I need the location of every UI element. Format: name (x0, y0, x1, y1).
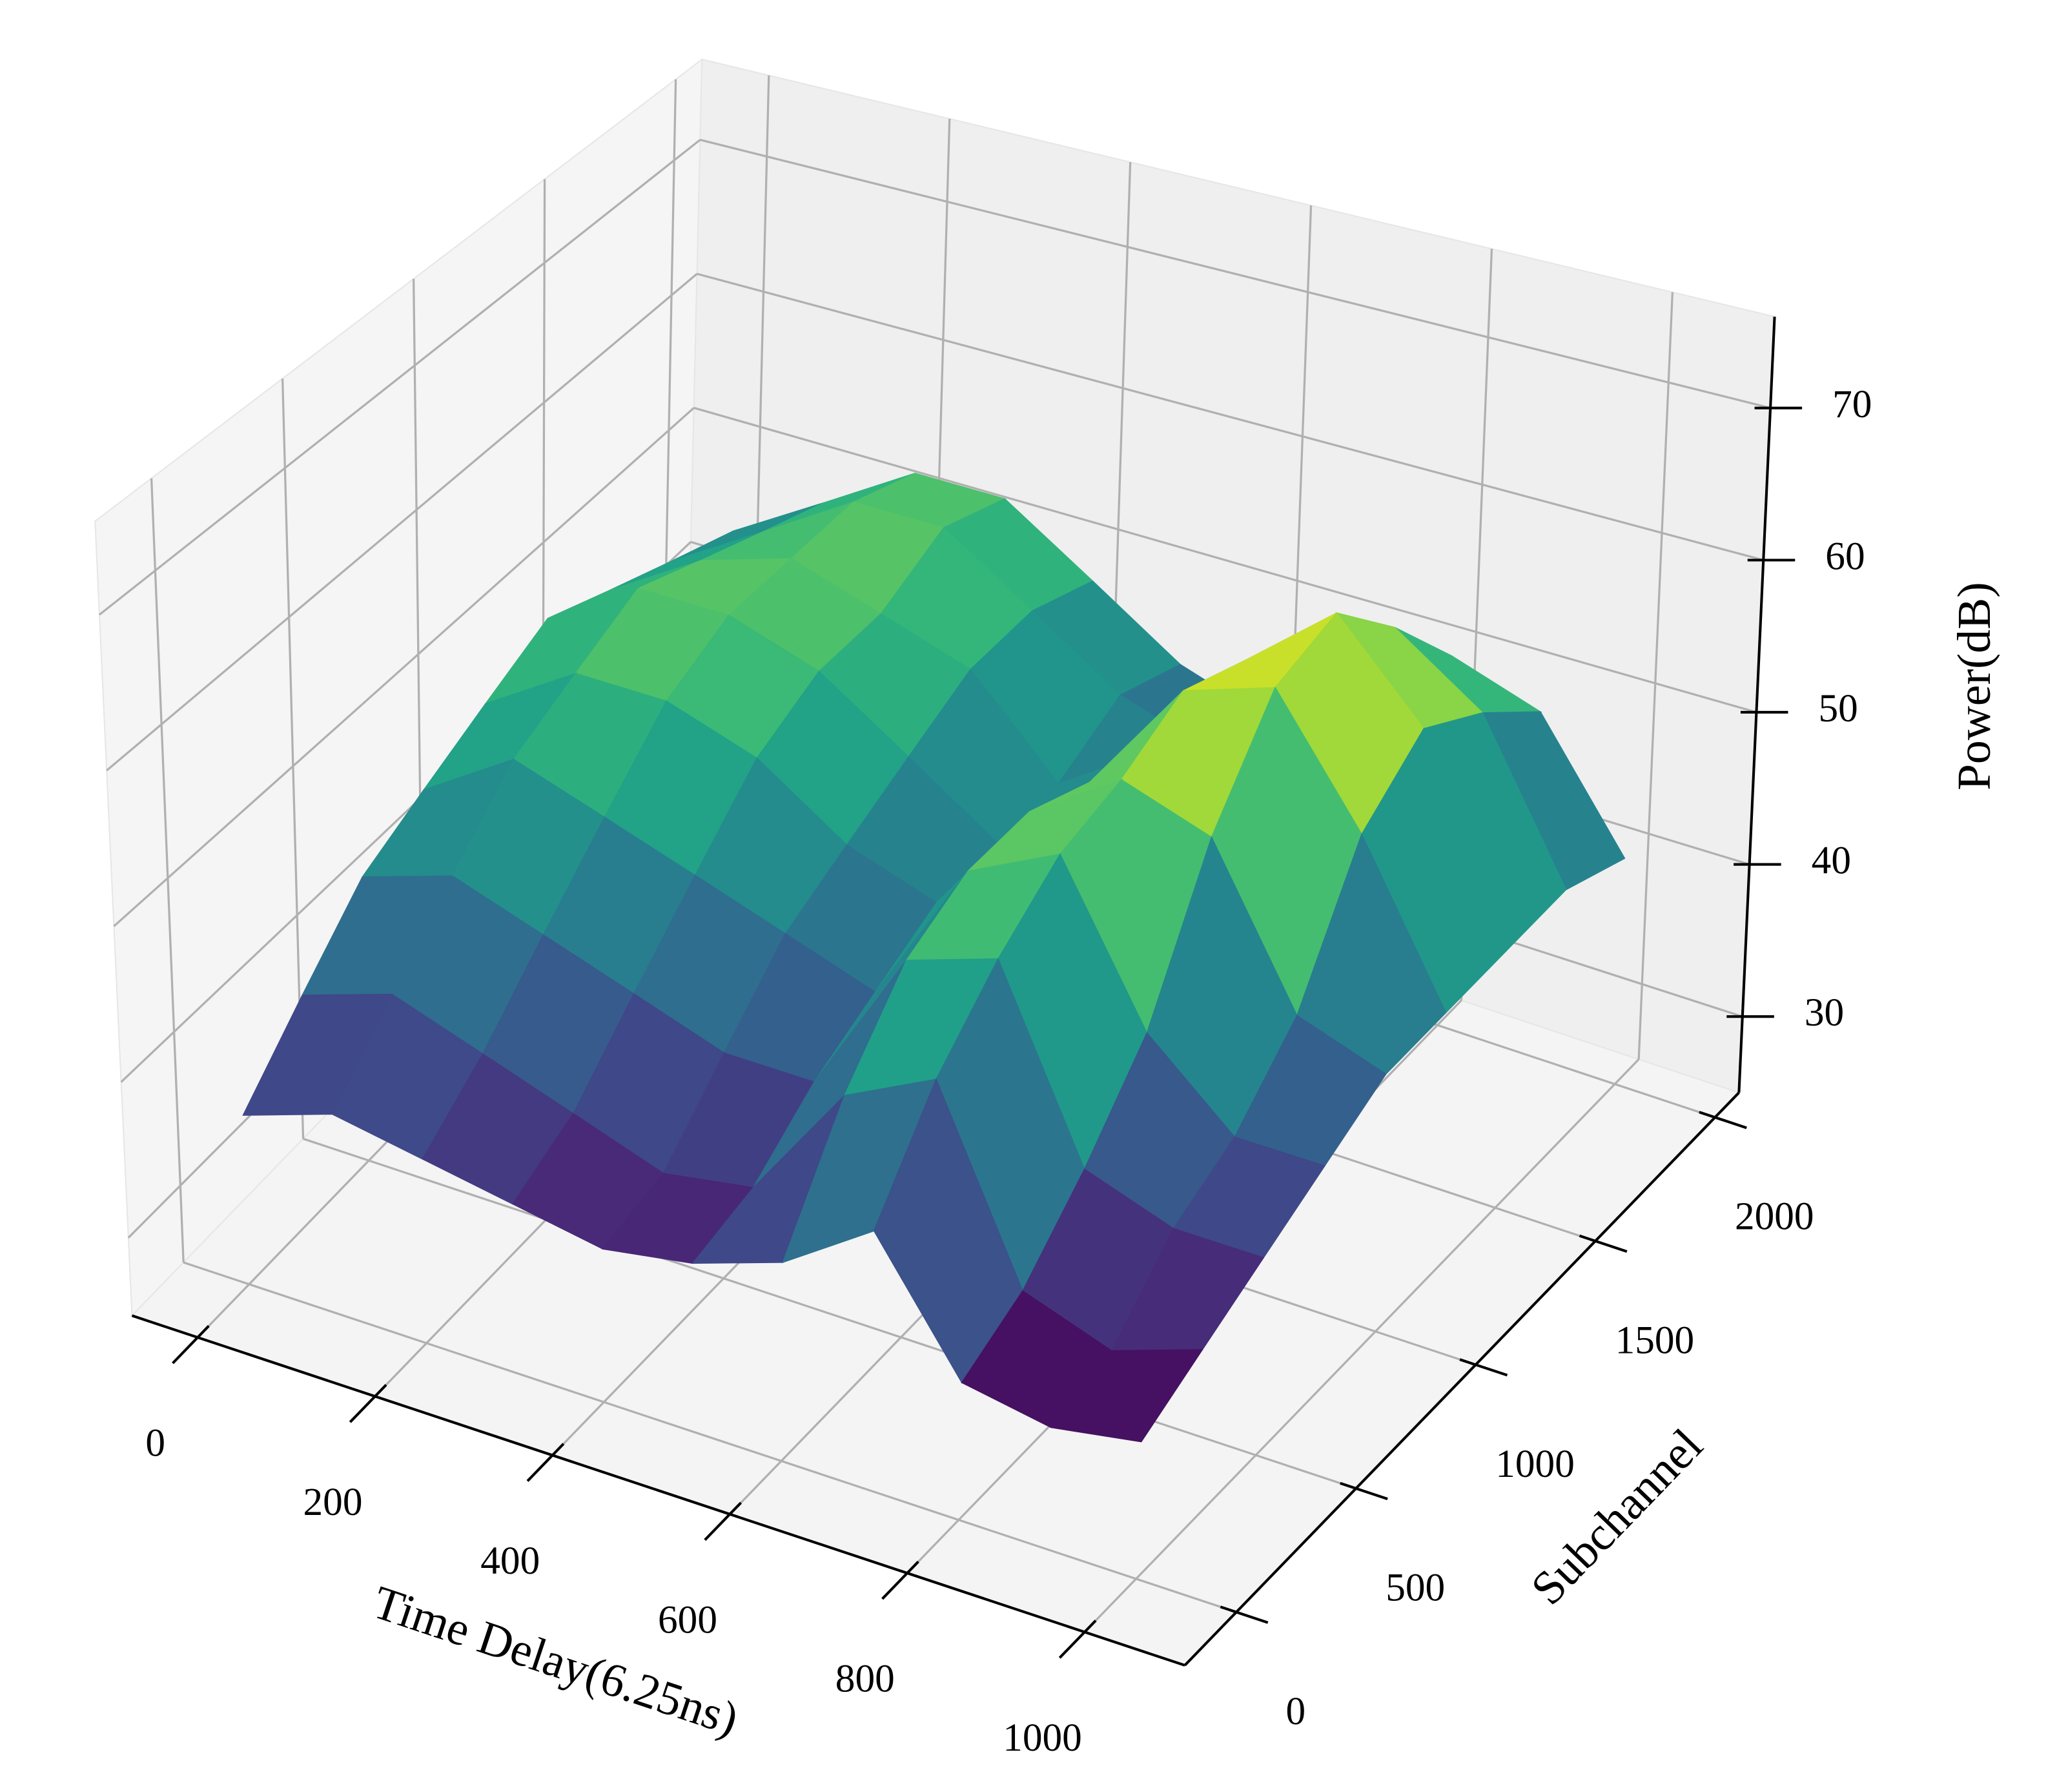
grid-line (183, 1261, 1237, 1614)
grid-line (1637, 292, 1674, 1060)
grid-line (113, 407, 695, 927)
grid-line (303, 1137, 1356, 1490)
x-tick-label: 600 (658, 1598, 717, 1642)
grid-line (106, 273, 698, 772)
surface-patch (1050, 1349, 1203, 1443)
tick-mark (704, 1501, 742, 1541)
z-tick-label: 30 (1805, 991, 1844, 1035)
x-tick-label: 400 (480, 1539, 540, 1583)
grid-line (697, 273, 1764, 561)
tick-mark (1699, 1111, 1747, 1129)
axes: 0 200 400 600 800 1000 0 500 1000 1500 2000 30 40 50 6… (131, 316, 1872, 1760)
tick-mark (1340, 1481, 1388, 1501)
z-tick-label: 70 (1832, 382, 1872, 426)
surface (242, 473, 1626, 1443)
tick-mark (1459, 1358, 1508, 1377)
grid-line (1083, 1058, 1640, 1633)
grid-line (699, 138, 1771, 409)
z-tick-label: 40 (1812, 839, 1851, 883)
grid-line (693, 407, 1757, 714)
z-axis-line (1737, 316, 1776, 1093)
tick-mark (526, 1443, 565, 1482)
tick-mark (881, 1560, 919, 1600)
y-tick-label: 2000 (1735, 1195, 1814, 1239)
grid-line (150, 478, 185, 1263)
z-tick-label: 60 (1825, 534, 1865, 578)
grid-line (98, 139, 701, 616)
x-axis-line (131, 1314, 1185, 1667)
y-tick-label: 1500 (1615, 1318, 1695, 1362)
tick-mark (172, 1324, 210, 1365)
x-tick-label: 0 (145, 1421, 165, 1465)
y-tick-label: 0 (1285, 1689, 1305, 1733)
z-tick-label: 50 (1818, 686, 1857, 730)
tick-mark (349, 1384, 387, 1423)
tick-mark (1579, 1234, 1628, 1253)
z-axis-label: Power(dB) (1947, 582, 2000, 790)
tick-mark (1220, 1605, 1269, 1624)
x-tick-label: 800 (835, 1657, 895, 1701)
y-tick-label: 1000 (1495, 1442, 1575, 1486)
y-axis-line (1183, 1091, 1740, 1667)
x-tick-label: 1000 (1003, 1716, 1082, 1760)
tick-mark (1058, 1620, 1097, 1659)
y-tick-label: 500 (1386, 1565, 1445, 1609)
x-tick-label: 200 (303, 1480, 363, 1524)
